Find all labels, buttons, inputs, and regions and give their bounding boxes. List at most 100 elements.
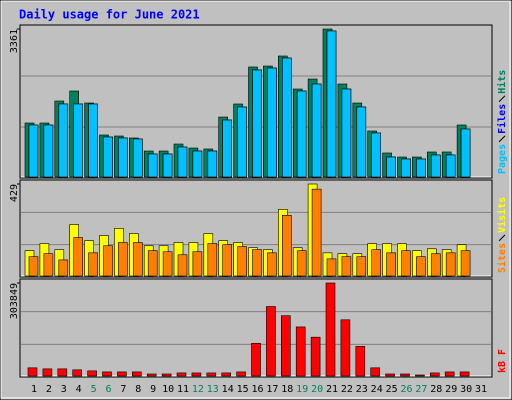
bar	[236, 371, 246, 377]
bar	[103, 136, 113, 178]
bar	[222, 119, 232, 178]
bar	[326, 30, 337, 178]
bar	[444, 371, 455, 377]
x-tick-label: 15	[237, 384, 249, 395]
bar	[460, 250, 471, 277]
bar	[177, 254, 188, 277]
bar	[266, 306, 276, 377]
bar	[445, 252, 456, 277]
bar	[28, 124, 39, 178]
bar	[43, 124, 54, 178]
bar	[386, 252, 396, 277]
x-tick-label: 27	[415, 384, 427, 395]
x-tick-label: 17	[266, 384, 278, 395]
bar	[401, 250, 411, 277]
bar	[102, 371, 112, 377]
bar	[72, 369, 82, 377]
bar	[87, 370, 97, 377]
x-tick-label: 24	[371, 384, 383, 395]
bar	[221, 372, 231, 377]
bar	[280, 315, 291, 377]
bar	[176, 372, 187, 377]
bar	[415, 374, 425, 377]
bar	[251, 342, 261, 377]
y-tick-label: 429	[9, 184, 20, 202]
bar	[340, 319, 351, 377]
bar	[416, 158, 426, 178]
x-tick-label: 12	[192, 384, 204, 395]
bar	[192, 251, 203, 277]
bar	[133, 242, 143, 277]
bar	[430, 154, 441, 178]
bar	[237, 106, 247, 178]
bar	[147, 153, 158, 178]
legend-entry: Pages	[497, 144, 508, 174]
y-tick-label: 303849	[9, 283, 20, 319]
legend-separator	[498, 135, 506, 143]
x-tick-label: 20	[311, 384, 323, 395]
bar	[429, 372, 440, 377]
legend-separator	[498, 95, 506, 103]
bar	[430, 253, 441, 277]
bar	[42, 368, 53, 377]
bar	[73, 103, 83, 178]
legend-separator	[498, 234, 506, 242]
bar	[311, 188, 322, 277]
bar	[118, 242, 128, 277]
bar	[222, 244, 232, 277]
bar	[445, 154, 456, 178]
x-tick-label: 5	[91, 384, 97, 395]
bar	[191, 372, 202, 377]
bar	[177, 146, 188, 178]
x-tick-label: 18	[281, 384, 293, 395]
bar	[267, 252, 277, 277]
x-tick-label: 8	[135, 384, 141, 395]
bar	[341, 256, 352, 277]
legend-entry: Hits	[496, 70, 508, 94]
x-tick-label: 1	[31, 384, 37, 395]
bar	[118, 137, 128, 178]
bar	[207, 243, 218, 277]
bar	[27, 367, 38, 377]
bar	[207, 150, 218, 178]
x-tick-label: 30	[460, 384, 472, 395]
bar	[401, 158, 411, 178]
legend-entry: Sites	[496, 243, 508, 273]
x-tick-label: 28	[430, 384, 442, 395]
x-tick-label: 26	[400, 384, 412, 395]
bar	[162, 153, 173, 178]
bar	[400, 373, 410, 377]
x-tick-label: 23	[356, 384, 368, 395]
bar	[58, 103, 69, 178]
chart-title: Daily usage for June 2021	[19, 8, 200, 22]
legend-entry: Files	[496, 104, 508, 134]
legend-entry: Visits	[496, 197, 508, 233]
x-tick-label: 25	[386, 384, 398, 395]
bar	[326, 258, 337, 277]
x-tick-label: 7	[120, 384, 126, 395]
bar	[295, 326, 306, 377]
bar	[356, 256, 367, 277]
x-tick-label: 4	[76, 384, 82, 395]
x-tick-label: 6	[105, 384, 111, 395]
bar	[371, 249, 382, 277]
x-tick-label: 14	[222, 384, 234, 395]
bar	[147, 250, 158, 277]
bar	[371, 132, 382, 178]
bar	[28, 256, 39, 277]
bar	[385, 373, 395, 377]
bar	[117, 371, 127, 377]
bar	[281, 57, 292, 178]
legend-entry: kB F	[497, 349, 508, 373]
bar	[252, 249, 262, 277]
x-tick-label: 13	[207, 384, 219, 395]
bar	[252, 69, 262, 178]
bar	[43, 253, 54, 277]
bar	[192, 150, 203, 178]
x-tick-label: 3	[61, 384, 67, 395]
bar	[296, 250, 307, 277]
x-tick-label: 22	[341, 384, 353, 395]
bar	[386, 156, 396, 178]
